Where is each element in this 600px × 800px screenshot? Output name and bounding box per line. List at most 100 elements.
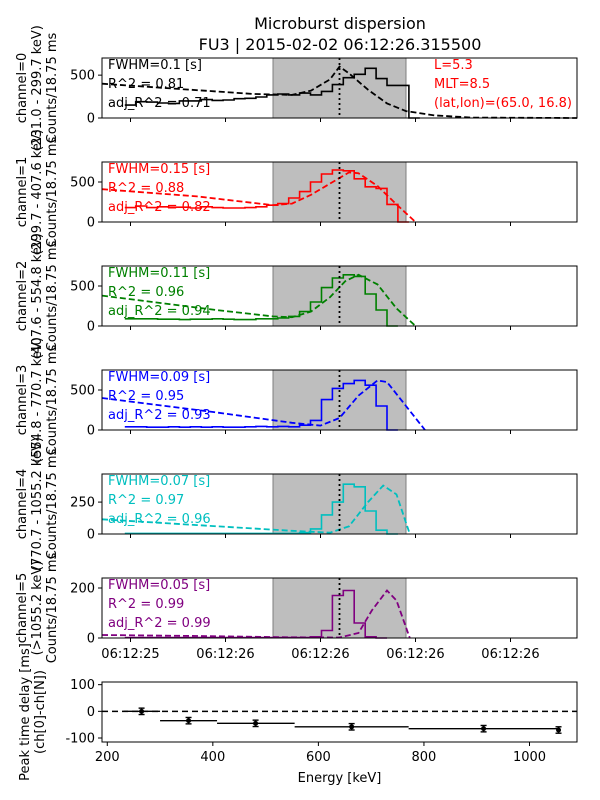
location-annotation: L=5.3	[434, 58, 473, 73]
y-tick-label: 0	[87, 320, 95, 335]
y-axis-label: Peak time delay [ms](ch[0]-ch[N])	[18, 643, 48, 781]
fit-stat-text: adj_R^2 = 0.94	[108, 304, 211, 319]
y-axis-label-line: Counts/18.75 ms	[45, 345, 60, 456]
y-axis-label-line: channel=3	[15, 365, 30, 436]
counts-step-line	[124, 274, 398, 327]
location-annotation: (lat,lon)=(65.0, 16.8)	[434, 96, 572, 111]
y-axis-label-line: Counts/18.75 ms	[45, 449, 60, 560]
fit-stat-text: adj_R^2 = 0.71	[108, 96, 211, 111]
y-tick-label: 500	[70, 384, 95, 399]
y-axis-label-line: (407.6 - 554.8 keV)	[30, 233, 45, 359]
axes-frame	[101, 369, 578, 431]
y-tick-label: 500	[70, 280, 95, 295]
panel-channel-2: 0 500 channel=2(407.6 - 554.8 keV)Counts/1…	[15, 233, 578, 359]
fit-stat-text: adj_R^2 = 0.99	[108, 616, 211, 631]
y-axis-label-line: channel=0	[15, 53, 30, 124]
fit-dashed-line	[101, 171, 417, 223]
fit-stat-text: R^2 = 0.88	[108, 181, 184, 196]
y-tick-label: 0	[87, 424, 95, 439]
y-tick-label: 0	[87, 528, 95, 543]
figure-title-line2: FU3 | 2015-02-02 06:12:26.315500	[199, 35, 482, 54]
y-tick-label: 500	[70, 69, 95, 84]
data-point	[139, 708, 145, 714]
counts-step-line	[124, 67, 420, 119]
fit-stat-text: adj_R^2 = 0.96	[108, 512, 211, 527]
x-tick-label: 06:12:26	[196, 647, 254, 662]
y-axis-label-line: (>1055.2 keV)	[30, 561, 45, 656]
y-tick-label: 200	[70, 582, 95, 597]
panel-channel-0: 0 500 channel=0(231.0 - 299.7 keV)Counts/1…	[15, 25, 578, 151]
x-tick-label: 400	[200, 750, 225, 765]
fit-dashed-line	[101, 273, 417, 327]
x-axis-label: Energy [keV]	[298, 771, 382, 786]
counts-step-line	[124, 483, 398, 535]
axes-frame	[101, 473, 578, 535]
y-tick-label: 500	[70, 176, 95, 191]
panel-channel-3: 0 500 channel=3(554.8 - 770.7 keV)Counts/1…	[15, 337, 578, 463]
x-tick-label: 06:12:26	[386, 647, 444, 662]
data-point	[481, 726, 487, 732]
panel-channel-1: 0 500 channel=1(299.7 - 407.6 keV)Counts/1…	[15, 129, 578, 255]
y-axis-label: channel=2(407.6 - 554.8 keV)Counts/18.75…	[15, 233, 60, 359]
fit-dashed-line	[101, 589, 411, 639]
y-tick-label: 0	[87, 112, 95, 127]
axes-frame	[101, 265, 578, 327]
y-axis-label: channel=1(299.7 - 407.6 keV)Counts/18.75…	[15, 129, 60, 255]
y-axis-label-line: (770.7 - 1055.2 keV)	[30, 437, 45, 571]
y-axis-label-line: channel=1	[15, 157, 30, 228]
fit-dashed-line	[101, 65, 578, 119]
y-axis-label-line: (231.0 - 299.7 keV)	[30, 25, 45, 151]
data-point	[253, 720, 259, 726]
y-axis-label-line: Counts/18.75 ms	[45, 33, 60, 144]
y-axis-label: channel=4(770.7 - 1055.2 keV)Counts/18.7…	[15, 437, 60, 571]
axes-frame	[101, 57, 578, 119]
fit-dashed-line	[101, 484, 411, 535]
counts-step-line	[124, 379, 398, 431]
fit-stat-text: FWHM=0.09 [s]	[108, 370, 210, 385]
fit-stat-text: R^2 = 0.97	[108, 493, 184, 508]
y-axis-label: channel=0(231.0 - 299.7 keV)Counts/18.75…	[15, 25, 60, 151]
fit-stat-text: FWHM=0.11 [s]	[108, 266, 210, 281]
fit-stat-text: FWHM=0.1 [s]	[108, 58, 202, 73]
y-tick-label: 0	[87, 216, 95, 231]
y-axis-label-line: Peak time delay [ms]	[18, 643, 33, 781]
y-axis-label-line: Counts/18.75 ms	[45, 553, 60, 664]
fit-stat-text: FWHM=0.07 [s]	[108, 474, 210, 489]
y-tick-label: -100	[65, 732, 95, 747]
y-axis-label-line: channel=2	[15, 261, 30, 332]
fit-stat-text: R^2 = 0.99	[108, 597, 184, 612]
fit-stat-text: FWHM=0.15 [s]	[108, 162, 210, 177]
fit-stat-text: adj_R^2 = 0.82	[108, 200, 211, 215]
x-tick-label: 06:12:26	[481, 647, 539, 662]
y-axis-label-line: channel=5	[15, 573, 30, 644]
panel-channel-4: 0 250 channel=4(770.7 - 1055.2 keV)Counts/…	[15, 437, 578, 571]
x-tick-label: 800	[412, 750, 437, 765]
location-annotation: MLT=8.5	[434, 77, 490, 92]
y-axis-label: channel=5(>1055.2 keV)Counts/18.75 ms	[15, 553, 60, 664]
fit-stat-text: FWHM=0.05 [s]	[108, 578, 210, 593]
figure-title-line1: Microburst dispersion	[254, 14, 426, 33]
y-tick-label: 250	[70, 496, 95, 511]
axes-frame	[101, 681, 578, 743]
y-axis-label-line: Counts/18.75 ms	[45, 137, 60, 248]
y-axis-label-line: (554.8 - 770.7 keV)	[30, 337, 45, 463]
y-tick-label: 0	[87, 705, 95, 720]
fit-stat-text: adj_R^2 = 0.93	[108, 408, 211, 423]
y-axis-label-line: channel=4	[15, 469, 30, 540]
x-tick-label: 06:12:26	[291, 647, 349, 662]
x-tick-label: 600	[306, 750, 331, 765]
y-axis-label-line: (299.7 - 407.6 keV)	[30, 129, 45, 255]
data-point	[186, 718, 192, 724]
y-tick-label: 0	[87, 632, 95, 647]
x-tick-label: 200	[95, 750, 120, 765]
fit-dashed-line	[101, 379, 426, 431]
fit-stat-text: R^2 = 0.96	[108, 285, 184, 300]
x-tick-label: 06:12:25	[101, 647, 159, 662]
data-point	[349, 724, 355, 730]
y-tick-label: 100	[70, 678, 95, 693]
axes-frame	[101, 161, 578, 223]
panel-peak-delay: -100 0 100 200 400 600 800 1000 Energy [keV] Peak…	[18, 643, 578, 786]
x-tick-label: 1000	[513, 750, 546, 765]
